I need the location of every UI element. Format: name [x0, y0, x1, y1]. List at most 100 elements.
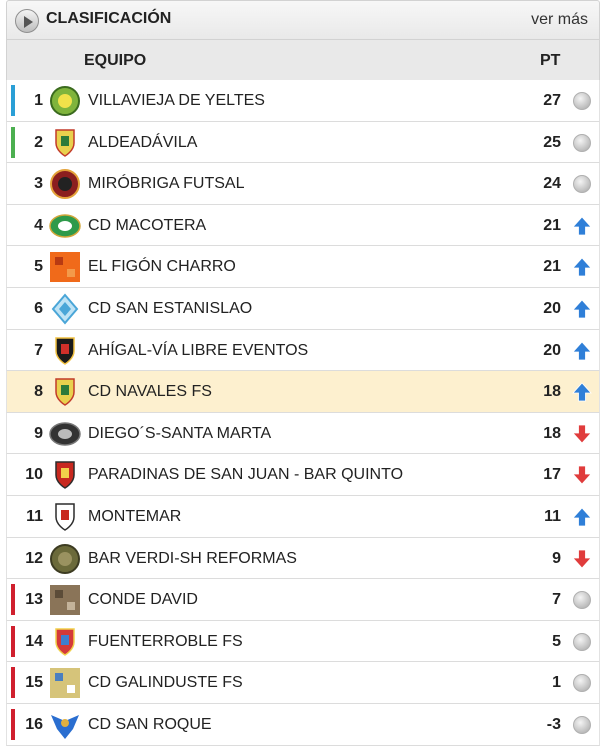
- row-position: 12: [25, 549, 43, 567]
- dark-eye-crest-icon: [49, 418, 81, 450]
- standings-row[interactable]: 1 VILLAVIEJA DE YELTES 27: [6, 80, 600, 122]
- arrow-up-icon: [572, 216, 592, 236]
- team-name[interactable]: FUENTERROBLE FS: [88, 632, 243, 650]
- standings-row[interactable]: 15 CD GALINDUSTE FS 1: [6, 662, 600, 704]
- row-position: 4: [34, 216, 43, 234]
- no-change-dot-icon: [572, 174, 592, 194]
- row-position: 2: [34, 133, 43, 151]
- team-points: 9: [552, 549, 561, 567]
- row-position: 1: [34, 92, 43, 109]
- standings-row[interactable]: 9 DIEGO´S-SANTA MARTA 18: [6, 412, 600, 455]
- team-name[interactable]: MONTEMAR: [88, 507, 182, 525]
- team-points: 17: [543, 466, 561, 484]
- orange-pattern-crest-icon: [49, 251, 81, 283]
- team-points: 27: [543, 92, 561, 109]
- team-name[interactable]: PARADINAS DE SAN JUAN - BAR QUINTO: [88, 466, 404, 484]
- standings-row[interactable]: 16 CD SAN ROQUE -3: [6, 703, 600, 746]
- standings-row[interactable]: 5 EL FIGÓN CHARRO 21: [6, 246, 600, 288]
- no-change-dot-icon: [572, 673, 592, 693]
- standings-table: 1 VILLAVIEJA DE YELTES 27 2 ALDEADÁVILA 25 3 MI…: [6, 80, 600, 746]
- team-name[interactable]: CD SAN ROQUE: [88, 715, 212, 733]
- team-name[interactable]: CONDE DAVID: [88, 591, 198, 609]
- widget-title: CLASIFICACIÓN: [46, 10, 172, 27]
- crown-shield-crest-icon: [49, 626, 81, 658]
- team-name[interactable]: CD NAVALES FS: [88, 383, 212, 401]
- standings-row[interactable]: 2 ALDEADÁVILA 25: [6, 121, 600, 164]
- column-header-row: EQUIPO PT: [6, 40, 600, 80]
- team-name[interactable]: CD SAN ESTANISLAO: [88, 299, 253, 317]
- team-name[interactable]: CD GALINDUSTE FS: [88, 674, 243, 692]
- sky-blue-crest-icon: [49, 293, 81, 325]
- team-points: 18: [543, 383, 561, 401]
- team-points: 20: [543, 299, 561, 317]
- red-shield-crest-icon: [49, 459, 81, 491]
- team-points: 21: [543, 216, 561, 234]
- standings-row[interactable]: 4 CD MACOTERA 21: [6, 204, 600, 247]
- team-points: 24: [543, 175, 561, 193]
- play-circle-icon[interactable]: [15, 9, 39, 33]
- zone-indicator-bar: [11, 126, 15, 158]
- no-change-dot-icon: [572, 632, 592, 652]
- standings-row[interactable]: 7 AHÍGAL-VÍA LIBRE EVENTOS 20: [6, 329, 600, 372]
- standings-row[interactable]: 3 MIRÓBRIGA FUTSAL 24: [6, 163, 600, 205]
- standings-row[interactable]: 13 CONDE DAVID 7: [6, 579, 600, 621]
- team-name[interactable]: DIEGO´S-SANTA MARTA: [88, 424, 272, 442]
- row-position: 16: [25, 715, 43, 733]
- black-red-shield-crest-icon: [49, 335, 81, 367]
- row-position: 5: [34, 258, 43, 276]
- arrow-up-icon: [572, 507, 592, 527]
- row-position: 6: [34, 299, 43, 317]
- column-header-points: PT: [540, 52, 561, 69]
- no-change-dot-icon: [572, 91, 592, 111]
- standings-row[interactable]: 12 BAR VERDI-SH REFORMAS 9: [6, 537, 600, 580]
- zone-indicator-bar: [11, 625, 15, 657]
- no-change-dot-icon: [572, 133, 592, 153]
- zone-indicator-bar: [11, 584, 15, 616]
- team-name[interactable]: BAR VERDI-SH REFORMAS: [88, 549, 297, 567]
- column-header-team: EQUIPO: [84, 52, 147, 69]
- team-points: 20: [543, 341, 561, 359]
- zone-indicator-bar: [11, 85, 15, 116]
- arrow-down-icon: [572, 549, 592, 569]
- standings-widget: CLASIFICACIÓN ver más EQUIPO PT 1 VILLAVI…: [6, 0, 600, 746]
- team-name[interactable]: AHÍGAL-VÍA LIBRE EVENTOS: [88, 341, 309, 359]
- town-shield-crest-icon: [49, 376, 81, 408]
- arrow-down-icon: [572, 424, 592, 444]
- team-name[interactable]: CD MACOTERA: [88, 216, 207, 234]
- team-name[interactable]: VILLAVIEJA DE YELTES: [88, 92, 265, 109]
- blue-bird-crest-icon: [49, 709, 81, 741]
- standings-row[interactable]: 10 PARADINAS DE SAN JUAN - BAR QUINTO 17: [6, 454, 600, 496]
- team-name[interactable]: MIRÓBRIGA FUTSAL: [88, 175, 245, 193]
- standings-row[interactable]: 8 CD NAVALES FS 18: [6, 371, 600, 413]
- green-white-crest-icon: [49, 210, 81, 242]
- arrow-up-icon: [572, 257, 592, 277]
- team-points: -3: [546, 715, 561, 733]
- blue-square-crest-icon: [49, 667, 81, 699]
- zone-indicator-bar: [11, 667, 15, 699]
- olive-round-crest-icon: [49, 543, 81, 575]
- bull-mascot-crest-icon: [49, 168, 81, 200]
- row-position: 8: [34, 383, 43, 401]
- standings-row[interactable]: 6 CD SAN ESTANISLAO 20: [6, 287, 600, 330]
- arrow-up-icon: [572, 299, 592, 319]
- row-position: 11: [26, 507, 43, 525]
- photo-crest-icon: [49, 584, 81, 616]
- widget-header: CLASIFICACIÓN ver más: [6, 0, 600, 40]
- standings-row[interactable]: 14 FUENTERROBLE FS 5: [6, 620, 600, 663]
- row-position: 15: [25, 674, 43, 692]
- ver-mas-link[interactable]: ver más: [531, 11, 588, 28]
- row-position: 13: [25, 591, 43, 609]
- team-points: 5: [552, 632, 561, 650]
- team-points: 7: [552, 591, 561, 609]
- standings-row[interactable]: 11 MONTEMAR 11: [6, 495, 600, 538]
- row-position: 14: [25, 632, 43, 650]
- green-round-crest-icon: [49, 85, 81, 117]
- team-name[interactable]: ALDEADÁVILA: [88, 133, 198, 151]
- arrow-up-icon: [572, 382, 592, 402]
- team-name[interactable]: EL FIGÓN CHARRO: [88, 258, 236, 276]
- no-change-dot-icon: [572, 715, 592, 735]
- zone-indicator-bar: [11, 708, 15, 740]
- arrow-down-icon: [572, 465, 592, 485]
- row-position: 3: [34, 175, 43, 193]
- team-points: 25: [543, 133, 561, 151]
